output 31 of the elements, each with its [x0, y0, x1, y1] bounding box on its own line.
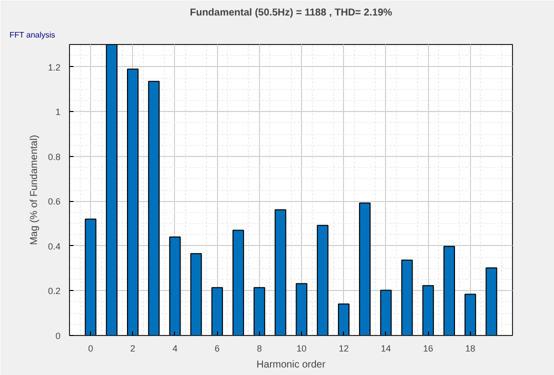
text: FFT analysis — [10, 30, 56, 40]
bar — [486, 267, 498, 336]
x-axis-title: Harmonic order — [256, 360, 326, 370]
y-tick-label: 0 — [55, 331, 61, 341]
x-tick-label: 12 — [338, 344, 349, 354]
bar — [190, 253, 202, 336]
x-tick-label: 4 — [172, 344, 178, 354]
y-tick-label: 0.8 — [48, 152, 61, 162]
y-axis-title: Mag (% of Fundamental) — [28, 134, 40, 246]
y-tick-label: 1.2 — [48, 62, 61, 72]
bar — [232, 230, 244, 336]
bar — [443, 246, 455, 336]
x-tick-label: 16 — [423, 344, 434, 354]
bar — [316, 224, 328, 336]
y-tick-label: 0.6 — [48, 196, 61, 207]
x-tick-label: 6 — [214, 344, 220, 354]
bar — [359, 202, 371, 336]
bar — [401, 260, 413, 336]
chart-title: Fundamental (50.5Hz) = 1188 , THD= 2.19% — [190, 8, 392, 18]
bar — [274, 209, 286, 336]
x-tick-label: 18 — [465, 344, 476, 354]
x-tick-label: 0 — [88, 344, 94, 354]
x-tick-label: 14 — [380, 344, 391, 354]
y-tick-label: 1 — [55, 107, 61, 118]
bar — [148, 80, 160, 336]
y-tick-label: 0.4 — [48, 241, 61, 252]
bar — [106, 44, 118, 336]
x-tick-label: 10 — [296, 344, 307, 354]
y-tick-label: 0.2 — [48, 286, 61, 296]
x-tick-label: 2 — [130, 344, 136, 354]
x-tick-label: 8 — [256, 344, 262, 354]
